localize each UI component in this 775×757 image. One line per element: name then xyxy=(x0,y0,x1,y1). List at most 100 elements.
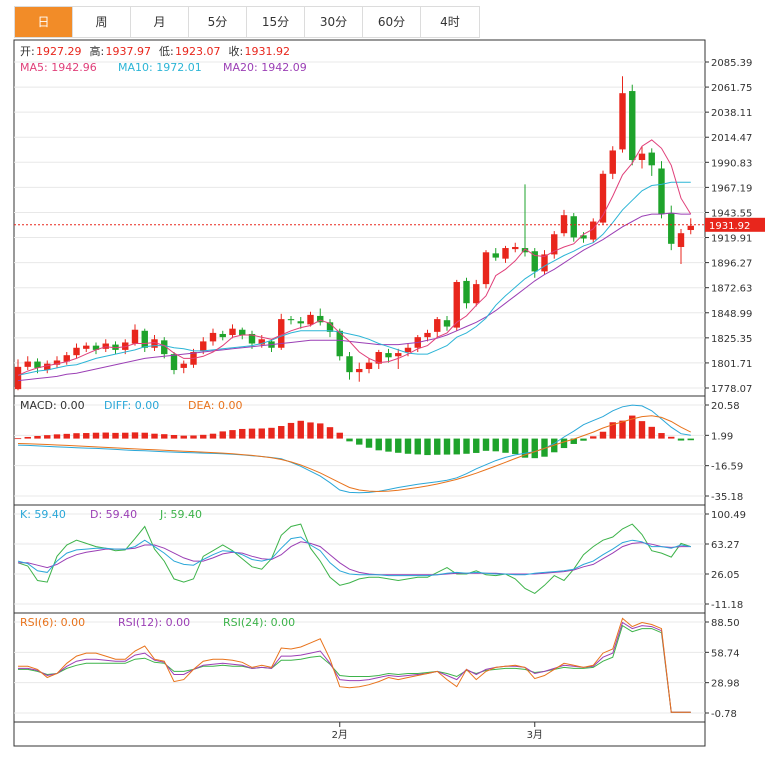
price-tick-label-9: 1872.63 xyxy=(711,284,752,295)
rsi-tick-label-3: -0.78 xyxy=(711,709,737,720)
macd-bar-33 xyxy=(336,432,343,439)
info-open-value: 1927.29 xyxy=(36,45,82,58)
macd-tick-label-1: 1.99 xyxy=(711,431,733,442)
macd-bar-37 xyxy=(375,438,382,451)
macd-bar-42 xyxy=(424,438,431,456)
rsi-legend-rsi24: RSI(24): 0.00 xyxy=(223,616,295,629)
macd-bar-64 xyxy=(638,421,646,439)
macd-bar-68 xyxy=(677,438,685,441)
macd-bar-16 xyxy=(170,434,178,439)
d-line xyxy=(18,541,691,576)
tab-2[interactable]: 月 xyxy=(131,7,189,37)
rsi-tick-label-0: 88.50 xyxy=(711,618,740,629)
price-tick-label-11: 1825.35 xyxy=(711,334,752,345)
macd-bar-7 xyxy=(83,433,90,439)
candle-body-28 xyxy=(287,319,295,321)
tab-1[interactable]: 周 xyxy=(73,7,131,37)
macd-bar-56 xyxy=(560,438,568,449)
candle-body-47 xyxy=(473,284,480,304)
candle-body-54 xyxy=(541,254,548,272)
macd-bar-27 xyxy=(278,426,285,439)
candle-body-66 xyxy=(658,168,665,215)
candle-body-11 xyxy=(122,342,129,350)
macd-tick-label-2: -16.59 xyxy=(711,462,743,473)
macd-bar-20 xyxy=(209,433,217,439)
macd-bar-9 xyxy=(102,432,109,439)
macd-bar-53 xyxy=(531,438,538,459)
macd-bar-50 xyxy=(502,438,509,453)
candle-body-55 xyxy=(551,234,558,255)
kdj-legend-d: D: 59.40 xyxy=(90,508,137,521)
macd-bar-44 xyxy=(443,438,451,455)
x-tick-label-1: 3月 xyxy=(527,729,543,741)
rsi-tick-label-2: 28.98 xyxy=(711,679,740,690)
macd-bar-32 xyxy=(326,427,334,439)
macd-bar-51 xyxy=(512,438,519,455)
macd-bar-61 xyxy=(609,422,616,439)
candle-body-61 xyxy=(609,150,616,174)
macd-bar-69 xyxy=(687,438,694,441)
macd-bar-52 xyxy=(521,438,529,458)
tab-5[interactable]: 30分 xyxy=(305,7,363,37)
candle-body-23 xyxy=(239,329,246,336)
macd-bar-3 xyxy=(44,435,51,439)
price-tick-label-2: 2038.11 xyxy=(711,108,752,119)
tab-0[interactable]: 日 xyxy=(15,7,73,37)
rsi-tick-label-1: 58.74 xyxy=(711,648,740,659)
candle-body-36 xyxy=(365,362,373,369)
macd-bar-21 xyxy=(219,431,226,439)
candle-body-50 xyxy=(502,248,509,259)
candle-body-30 xyxy=(307,314,314,325)
macd-tick-label-0: 20.58 xyxy=(711,401,740,412)
candle-body-39 xyxy=(395,353,402,357)
kdj-tick-label-1: 63.27 xyxy=(711,540,740,551)
candle-body-4 xyxy=(53,360,61,365)
macd-legend-dea: DEA: 0.00 xyxy=(188,399,242,412)
macd-bar-59 xyxy=(590,436,597,439)
candle-body-57 xyxy=(570,216,577,238)
price-tick-label-12: 1801.71 xyxy=(711,359,752,370)
last-price-label: 1931.92 xyxy=(709,221,750,232)
macd-bar-17 xyxy=(180,435,187,439)
candle-body-34 xyxy=(346,356,353,373)
candle-body-60 xyxy=(599,173,607,223)
macd-bar-0 xyxy=(14,438,22,440)
tab-6[interactable]: 60分 xyxy=(363,7,421,37)
candle-body-0 xyxy=(14,366,22,390)
candle-body-19 xyxy=(200,341,207,351)
diff-line xyxy=(17,404,691,494)
j-line xyxy=(17,523,691,594)
candle-body-63 xyxy=(629,91,636,161)
macd-bar-14 xyxy=(151,433,158,439)
ma-legend-ma20: MA20: 1942.09 xyxy=(223,61,307,74)
candle-body-38 xyxy=(385,353,392,358)
macd-bar-58 xyxy=(580,438,587,441)
candle-body-43 xyxy=(434,319,441,332)
macd-bar-47 xyxy=(473,438,480,453)
macd-bar-1 xyxy=(24,436,31,439)
info-open-label: 开: xyxy=(20,45,35,58)
dea-line xyxy=(17,415,691,493)
macd-bar-57 xyxy=(570,438,577,444)
macd-bar-30 xyxy=(307,422,314,439)
rsi6-line xyxy=(18,617,691,713)
candle-body-12 xyxy=(131,329,139,344)
tab-7[interactable]: 4时 xyxy=(440,15,460,29)
candle-body-64 xyxy=(638,153,646,161)
macd-bar-65 xyxy=(648,426,655,439)
candle-body-45 xyxy=(453,281,460,328)
candle-body-37 xyxy=(375,352,382,364)
candle-body-21 xyxy=(219,333,226,338)
candle-body-6 xyxy=(73,347,80,356)
rsi-legend-rsi12: RSI(12): 0.00 xyxy=(118,616,190,629)
macd-bar-67 xyxy=(668,436,675,439)
candle-body-32 xyxy=(326,322,334,332)
tab-3[interactable]: 5分 xyxy=(189,7,247,37)
tab-4[interactable]: 15分 xyxy=(247,7,305,37)
macd-bar-60 xyxy=(599,431,607,439)
candle-body-35 xyxy=(356,368,363,373)
last-price-tag xyxy=(705,217,765,232)
candle-body-48 xyxy=(482,252,490,285)
macd-bar-26 xyxy=(268,427,275,439)
